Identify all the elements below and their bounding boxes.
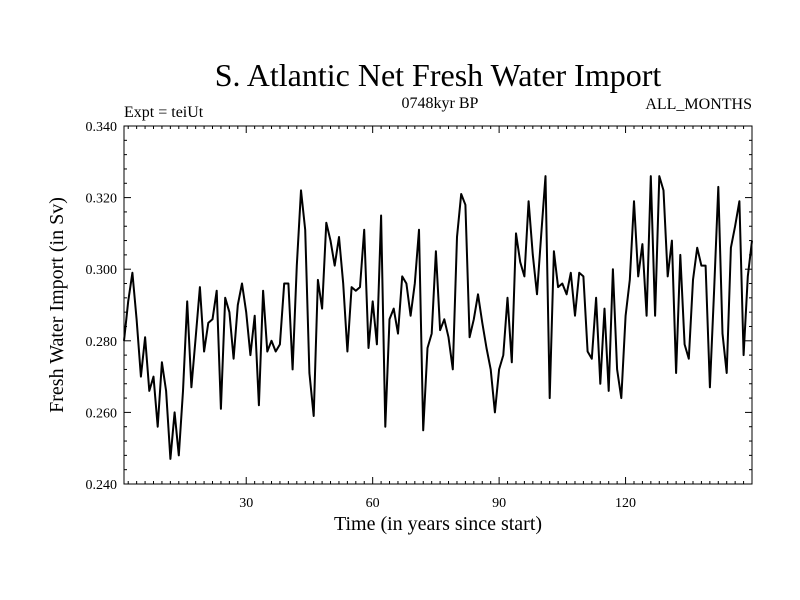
x-axis-label: Time (in years since start)	[334, 513, 542, 535]
y-tick-labels: 0.240 0.260 0.280 0.300 0.320 0.340	[86, 120, 118, 493]
y-tick-label: 0.340	[86, 120, 118, 135]
y-tick-label: 0.300	[86, 263, 118, 278]
y-axis-label: Fresh Water Import (in Sv)	[46, 197, 68, 413]
plot-frame	[123, 125, 753, 485]
y-tick-label: 0.260	[86, 406, 118, 421]
y-tick-label: 0.240	[86, 478, 118, 493]
y-tick-label: 0.280	[86, 335, 118, 350]
x-tick-label: 30	[239, 496, 253, 511]
x-tick-label: 60	[366, 496, 380, 511]
x-tick-label: 120	[615, 496, 636, 511]
series-lines	[123, 175, 753, 460]
axis-ticks	[124, 125, 753, 485]
x-tick-labels: 30 60 90 120	[239, 496, 636, 511]
x-tick-label: 90	[492, 496, 506, 511]
months-label: ALL_MONTHS	[645, 96, 752, 113]
experiment-label: Expt = teiUt	[124, 104, 204, 121]
chart-title: S. Atlantic Net Fresh Water Import	[215, 57, 662, 93]
series-line	[123, 175, 753, 460]
y-tick-label: 0.320	[86, 192, 118, 207]
period-label: 0748kyr BP	[402, 95, 479, 112]
